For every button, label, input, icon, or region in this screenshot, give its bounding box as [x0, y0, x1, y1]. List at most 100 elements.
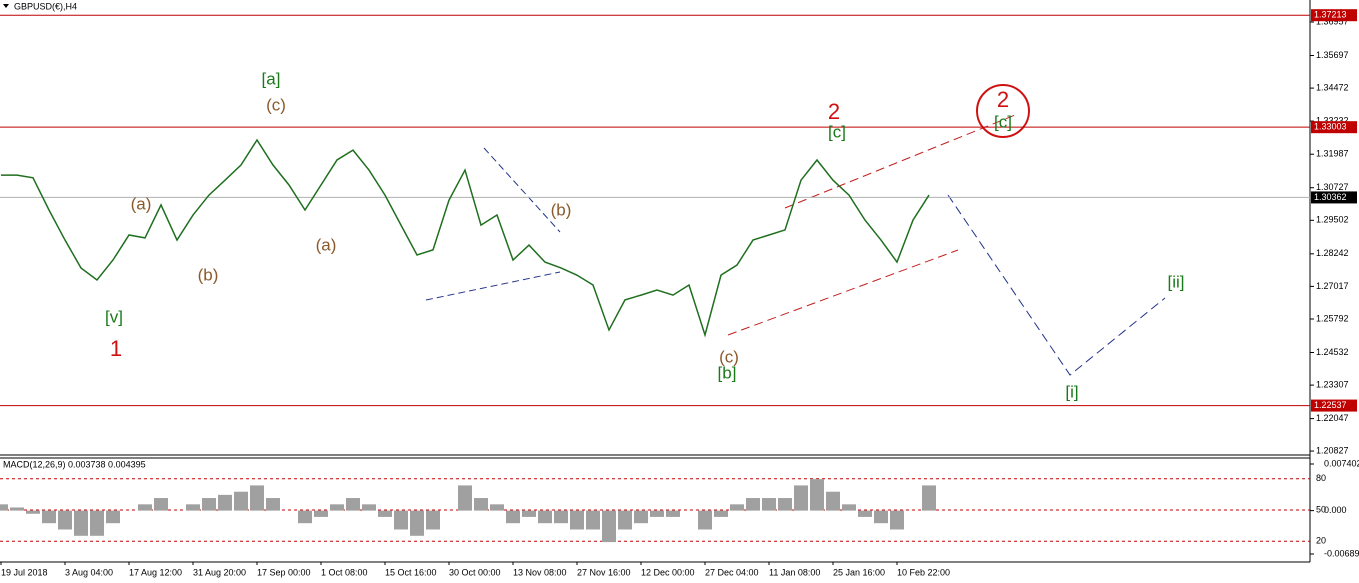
y-tick-label: 1.22047 — [1316, 413, 1349, 423]
x-tick-label: 30 Oct 00:00 — [449, 567, 501, 577]
macd-bar — [330, 504, 344, 511]
macd-bar — [794, 485, 808, 511]
wave-label: [i] — [1065, 382, 1078, 401]
macd-bar — [522, 510, 536, 517]
macd-bar — [570, 510, 584, 530]
y2-tick-label: 0.007402 — [1324, 458, 1359, 468]
macd-bar — [730, 504, 744, 511]
price-line — [1, 138, 930, 338]
y-tick-label: 1.23307 — [1316, 379, 1349, 389]
macd-bar — [474, 498, 488, 511]
price-box — [1311, 191, 1357, 204]
annotations: [a] (c) (a) (b) (a) [v] 1 (b) 2 [c] 2 [c… — [105, 69, 1184, 401]
x-tick-label: 27 Nov 16:00 — [577, 567, 631, 577]
wave-label: 2 — [828, 99, 840, 124]
macd-bar — [250, 485, 264, 511]
x-tick-label: 25 Jan 16:00 — [833, 567, 885, 577]
y-tick-label: 1.33232 — [1316, 115, 1349, 125]
macd-bar — [810, 479, 824, 511]
level-label: 1.33003 — [1314, 122, 1347, 132]
y-tick-label: 1.35697 — [1316, 50, 1349, 60]
x-tick-label: 27 Dec 04:00 — [705, 567, 759, 577]
macd-bar — [10, 507, 24, 511]
macd-bar — [106, 510, 120, 524]
macd-bar — [298, 510, 312, 524]
wave-label: (a) — [316, 235, 337, 254]
macd-bar — [218, 494, 232, 511]
y-tick-label: 1.29502 — [1316, 215, 1349, 225]
projection — [947, 194, 1166, 376]
channel-line — [727, 249, 959, 336]
macd-bar — [26, 510, 40, 514]
x-tick-label: 13 Nov 08:00 — [513, 567, 567, 577]
macd-bar — [0, 504, 8, 511]
macd-bar — [826, 491, 840, 511]
macd-bar — [346, 498, 360, 511]
macd-bar — [874, 510, 888, 524]
x-tick-label: 19 Jul 2018 — [1, 567, 48, 577]
x-tick-label: 1 Oct 08:00 — [321, 567, 368, 577]
macd-bar — [138, 504, 152, 511]
wave-label: 2 — [997, 87, 1009, 112]
macd-bar — [762, 498, 776, 511]
y-tick-label: 1.25792 — [1316, 313, 1349, 323]
level-label: 1.22537 — [1314, 400, 1347, 410]
macd-bar — [490, 504, 504, 511]
macd-bar — [778, 498, 792, 511]
macd-bar — [602, 510, 616, 543]
macd-bar — [650, 510, 664, 517]
macd-bar — [58, 510, 72, 530]
x-tick-label: 17 Aug 12:00 — [129, 567, 182, 577]
y-tick-label: 1.24532 — [1316, 347, 1349, 357]
plot — [0, 14, 1310, 407]
macd-bar — [922, 485, 936, 511]
wave-label: (c) — [719, 347, 739, 366]
wave-label: [v] — [105, 307, 123, 326]
wave-label: (c) — [266, 95, 286, 114]
current-price-label: 1.30362 — [1314, 192, 1347, 202]
osc-level-label: 80 — [1316, 473, 1326, 483]
x-tick-label: 15 Oct 16:00 — [385, 567, 437, 577]
y2-tick-label: 0.000 — [1324, 505, 1347, 515]
macd-bar — [90, 510, 104, 536]
macd-bar — [506, 510, 520, 524]
macd-bar — [458, 485, 472, 511]
wave-label: [b] — [718, 363, 737, 382]
x-tick-label: 3 Aug 04:00 — [65, 567, 113, 577]
level-box — [1311, 121, 1357, 134]
macd-bar — [698, 510, 712, 530]
chart-title: GBPUSD(€),H4 — [14, 1, 77, 11]
x-tick-label: 10 Feb 22:00 — [897, 567, 950, 577]
wave-label: [ii] — [1168, 272, 1185, 291]
y-tick-label: 1.28242 — [1316, 248, 1349, 258]
y-tick-label: 1.36957 — [1316, 16, 1349, 26]
y-tick-label: 1.31987 — [1316, 149, 1349, 159]
macd-bar — [186, 504, 200, 511]
macd-bar — [234, 491, 248, 511]
y-tick-label: 1.20827 — [1316, 445, 1349, 455]
macd-bar — [410, 510, 424, 536]
y-tick-label: 1.30727 — [1316, 182, 1349, 192]
wave-label: (b) — [198, 265, 219, 284]
macd-bar — [42, 510, 56, 524]
wave-circle — [976, 84, 1030, 138]
y-tick-label: 1.27017 — [1316, 281, 1349, 291]
macd-bar — [538, 510, 552, 524]
x-tick-label: 12 Dec 00:00 — [641, 567, 695, 577]
level-label: 1.37213 — [1314, 10, 1347, 20]
macd-bar — [74, 510, 88, 536]
x-tick-label: 31 Aug 20:00 — [193, 567, 246, 577]
y2-tick-label: -0.006891 — [1324, 548, 1359, 558]
menu-arrow — [3, 4, 9, 8]
macd-bar — [362, 504, 376, 511]
macd-bar — [746, 498, 760, 511]
osc-level-label: 20 — [1316, 536, 1326, 546]
wave-label: [c] — [828, 122, 846, 141]
x-tick-label: 11 Jan 08:00 — [769, 567, 820, 577]
macd-bar — [618, 510, 632, 530]
macd-bar — [554, 510, 568, 524]
macd-bar — [426, 510, 440, 530]
wave-label: [c] — [994, 112, 1012, 131]
wave-label: [a] — [262, 69, 281, 88]
